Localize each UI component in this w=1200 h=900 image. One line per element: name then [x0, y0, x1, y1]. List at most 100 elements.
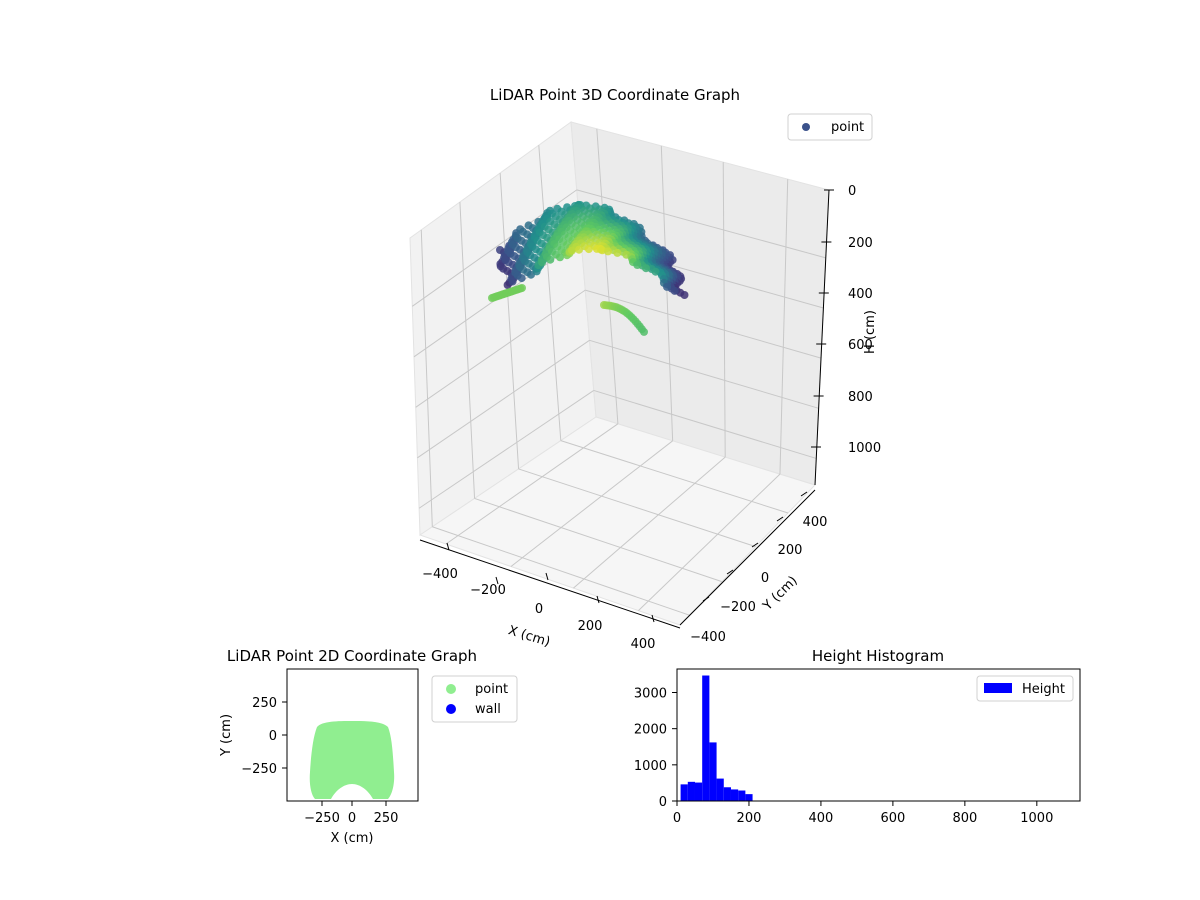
grid-line-floor-x [638, 473, 781, 611]
legend-histogram-label: Height [1022, 682, 1065, 697]
point-3d [670, 286, 679, 295]
z-axis-line-3d [814, 189, 830, 486]
legend-3d: point [787, 113, 873, 141]
point-3d [575, 245, 583, 254]
histogram-bars [680, 675, 753, 801]
histogram-title: Height Histogram [812, 647, 944, 665]
histogram-bar [716, 778, 724, 801]
z-tick-label-3d: 600 [848, 338, 873, 353]
point-3d [633, 261, 642, 269]
grid-line-right-pane [722, 162, 726, 458]
point-3d [613, 248, 622, 257]
grid-line-height-right [576, 189, 826, 259]
y-tick-label-histogram: 1000 [634, 759, 667, 774]
grid-line-height-left [415, 289, 586, 408]
histogram-bar [680, 784, 688, 801]
point-3d [556, 253, 564, 262]
legend-2d-wall-marker [446, 704, 456, 714]
x-tick-label-2d: −250 [304, 811, 340, 826]
chart-3d-title: LiDAR Point 3D Coordinate Graph [490, 86, 740, 104]
grid-line-right-pane [660, 145, 674, 441]
x-tick-3d [545, 572, 549, 581]
x-tick-label-3d: 200 [578, 619, 603, 634]
point-3d [568, 246, 576, 255]
x-tick-label-histogram: 200 [737, 811, 762, 826]
grid-line-floor-y [560, 440, 789, 514]
grid-line-height-right [589, 339, 819, 409]
x-tick-label-histogram: 800 [952, 811, 977, 826]
y-tick-label-3d: −400 [690, 630, 726, 645]
x-tick-label-3d: 400 [631, 637, 656, 652]
z-tick-label-3d: 0 [848, 184, 856, 199]
y-tick-label-histogram: 3000 [634, 687, 667, 702]
axes-3d: −400−20002004004002000−200−4000200400600… [419, 184, 881, 652]
x-axis-label-2d: X (cm) [331, 831, 374, 846]
z-tick-label-3d: 400 [848, 287, 873, 302]
point-3d [518, 284, 526, 292]
point-3d [508, 277, 517, 286]
grid-line-floor-x [573, 456, 726, 589]
point-cloud-3d [488, 200, 689, 336]
y-tick-3d [751, 542, 759, 548]
point-3d [642, 264, 650, 273]
y-tick-3d [776, 516, 784, 522]
point-3d [546, 255, 555, 264]
x-tick-label-3d: 0 [535, 602, 543, 617]
ticks-histogram: 0 200 400 600 800 1000 0 1000 2000 3000 [634, 687, 1053, 826]
point-3d [651, 267, 660, 276]
histogram-bar [730, 789, 739, 801]
grid-line-right-pane [596, 128, 619, 424]
y-tick-label-histogram: 0 [659, 795, 667, 810]
legend-3d-label: point [831, 120, 864, 135]
x-tick-label-2d: 250 [374, 811, 399, 826]
histogram-bar [694, 782, 703, 801]
histogram-bar [723, 787, 731, 801]
y-tick-3d [702, 596, 710, 602]
y-tick-label-histogram: 2000 [634, 723, 667, 738]
grid-line-floor-y [474, 497, 723, 583]
x-tick-label-histogram: 0 [673, 811, 681, 826]
chart-histogram: Height Histogram 0 200 400 600 800 1000 0 1000 2… [634, 647, 1081, 826]
chart-2d-title: LiDAR Point 2D Coordinate Graph [227, 647, 477, 665]
grid-line-height-right [593, 389, 817, 459]
point-3d [584, 245, 593, 254]
point-footprint [309, 721, 395, 799]
histogram-bar [702, 675, 710, 801]
grid-line-left-pane [538, 145, 562, 441]
z-axis-label-3d: H (cm) [863, 310, 878, 354]
grid-line-floor-y [518, 468, 756, 548]
ticks-2d: −250 0 250 250 0 −250 [241, 696, 398, 826]
x-tick-3d [651, 614, 655, 623]
grid-line-floor-x [510, 440, 673, 567]
y-tick-label-3d: 0 [761, 571, 769, 586]
grid-line-height-left [417, 339, 590, 459]
grid-line-floor-x [445, 423, 619, 545]
legend-2d-wall-label: wall [475, 702, 501, 717]
legend-2d: point wall [431, 675, 518, 723]
chart-3d: LiDAR Point 3D Coordinate Graph −400 −200… [409, 86, 881, 652]
z-tick-label-3d: 1000 [848, 441, 881, 456]
y-tick-label-2d: −250 [241, 762, 277, 777]
y-tick-label-3d: 200 [778, 543, 803, 558]
legend-2d-point-label: point [475, 682, 508, 697]
grid-line-left-pane [459, 202, 476, 499]
y-tick-label-3d: 400 [803, 515, 828, 530]
grid-line-height-right [585, 289, 822, 359]
legend-2d-point-marker [446, 684, 456, 694]
point-3d [680, 291, 689, 299]
y-axis-label-2d: Y (cm) [219, 714, 234, 757]
point-3d [538, 258, 547, 267]
grid-line-height-left [418, 390, 595, 509]
y-tick-label-2d: 0 [269, 729, 277, 744]
histogram-bar [745, 794, 753, 801]
point-3d [517, 274, 526, 283]
z-tick-label-3d: 200 [848, 236, 873, 251]
x-tick-label-histogram: 1000 [1020, 811, 1053, 826]
x-axis-label-3d: X (cm) [506, 623, 552, 650]
x-tick-3d [596, 595, 600, 604]
x-tick-label-histogram: 600 [880, 811, 905, 826]
x-axis-line-3d [419, 539, 681, 629]
histogram-bar [709, 742, 717, 801]
x-tick-label-2d: 0 [348, 811, 356, 826]
